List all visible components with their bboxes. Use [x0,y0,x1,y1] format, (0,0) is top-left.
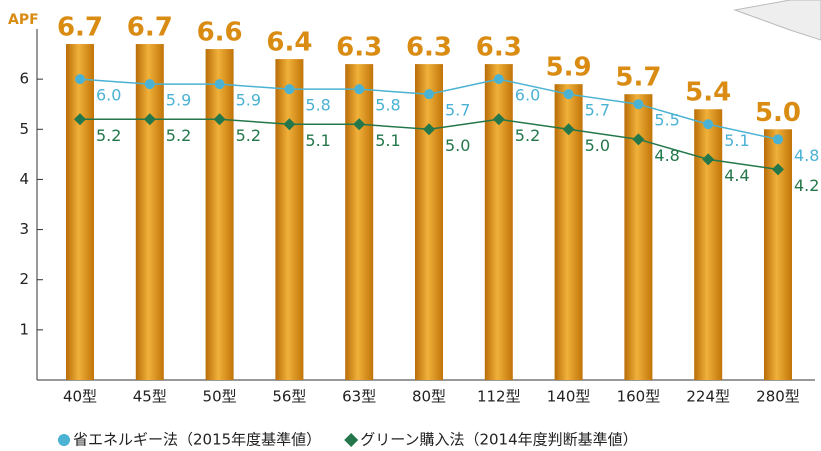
line-marker [494,74,504,84]
line-marker [633,99,643,109]
legend-label: 省エネルギー法（2015年度基準値） [73,431,321,449]
line-marker [354,84,364,94]
bar-value-label: 6.6 [197,18,243,48]
x-tick-label: 280型 [756,388,800,406]
x-tick-label: 63型 [342,388,376,406]
line-marker [424,89,434,99]
legend-label: グリーン購入法（2014年度判断基準値） [360,431,637,449]
line-value-label: 5.1 [305,131,330,150]
line-value-label: 5.0 [585,136,610,155]
y-tick-label: 5 [19,120,29,138]
line-value-label: 5.2 [236,126,261,145]
legend-marker [58,434,70,446]
line-value-label: 5.1 [724,131,749,150]
line-value-label: 5.0 [445,136,470,155]
page: APF 1 2 3 4 5 6 40型 45型 50型 56型 63型 80型 112型 140型 160型… [0,0,821,451]
line-value-label: 5.8 [375,96,400,115]
x-tick-label: 140型 [547,388,591,406]
y-tick-label: 6 [19,70,29,88]
line-value-label: 4.2 [794,176,819,195]
line-value-label: 5.2 [96,126,121,145]
line-value-label: 5.7 [585,101,610,120]
line-value-label: 5.1 [375,131,400,150]
line-value-label: 5.7 [445,101,470,120]
x-tick-label: 160型 [617,388,661,406]
x-tick-label: 56型 [272,388,306,406]
y-axis-label: APF [8,12,39,28]
line-marker [215,79,225,89]
line-value-label: 6.0 [515,86,540,105]
line-value-label: 5.5 [654,111,679,130]
y-tick-label: 1 [19,320,29,338]
line-marker [75,74,85,84]
line-value-label: 5.9 [166,91,191,110]
line-marker [564,89,574,99]
x-tick-label: 112型 [477,388,521,406]
bar [136,44,164,380]
legend-marker [344,433,358,447]
bar-value-label: 6.3 [336,33,382,63]
bar-value-label: 5.0 [755,98,801,128]
bar [66,44,94,380]
bar-value-label: 6.3 [406,33,452,63]
line-value-label: 5.2 [166,126,191,145]
bar-value-label: 6.4 [266,28,312,58]
x-tick-label: 50型 [203,388,237,406]
bar [485,64,513,380]
bar-value-label: 5.9 [546,53,592,83]
bar [345,64,373,380]
line-marker [773,134,783,144]
line-marker [145,79,155,89]
chart: APF 1 2 3 4 5 6 40型 45型 50型 56型 63型 80型 112型 140型 160型… [0,0,821,451]
line-value-label: 4.8 [654,146,679,165]
x-tick-label: 45型 [133,388,167,406]
corner-image [735,0,821,40]
line-marker [284,84,294,94]
x-tick-label: 40型 [63,388,97,406]
line-value-label: 4.4 [724,166,749,185]
line-value-label: 4.8 [794,146,819,165]
bar-value-label: 6.7 [57,13,103,43]
line-value-label: 6.0 [96,86,121,105]
x-tick-label: 224型 [686,388,730,406]
bar [206,49,234,380]
line-value-label: 5.2 [515,126,540,145]
x-tick-label: 80型 [412,388,446,406]
line-marker [703,119,713,129]
bar [275,59,303,380]
bar-value-label: 5.7 [615,63,661,93]
bar [694,109,722,380]
y-tick-label: 4 [19,170,29,188]
line-value-label: 5.8 [305,96,330,115]
line-value-label: 5.9 [236,91,261,110]
bar-value-label: 6.7 [127,13,173,43]
bar-value-label: 6.3 [476,33,522,63]
bar [415,64,443,380]
y-tick-label: 3 [19,220,29,238]
y-tick-label: 2 [19,270,29,288]
bar-value-label: 5.4 [685,78,731,108]
